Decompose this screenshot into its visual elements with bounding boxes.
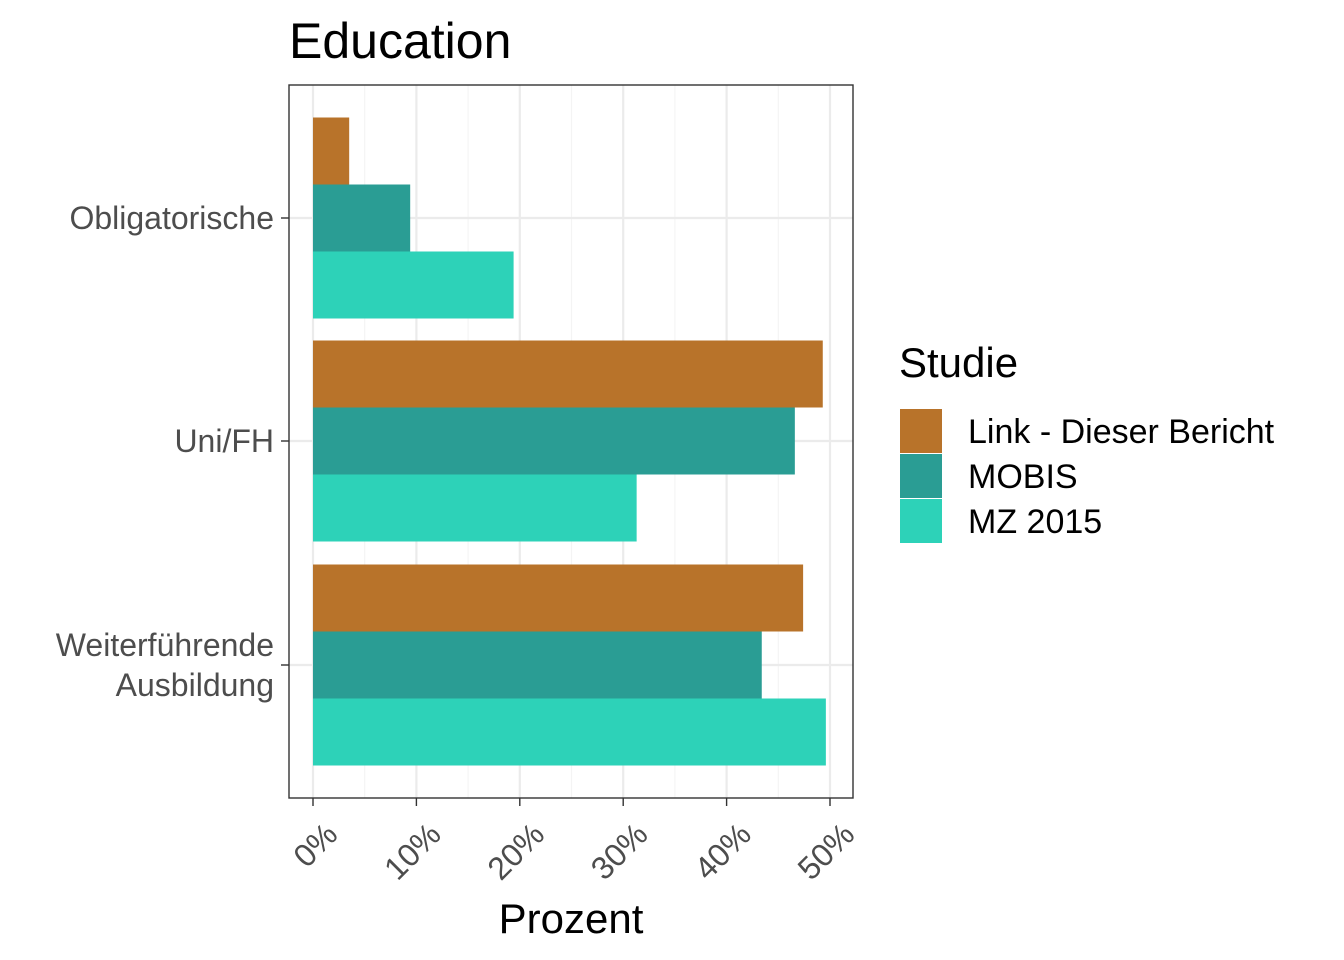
legend-label-1: Link - Dieser Bericht: [968, 413, 1275, 451]
y-tick-label: Uni/FH: [174, 423, 274, 459]
bar-3-2: [313, 474, 637, 542]
bar-2-2: [313, 407, 795, 475]
bar-2-3: [313, 631, 762, 699]
x-tick-label: 20%: [480, 816, 551, 887]
y-axis: Obligatorische Uni/FH Weiterführende Ausbil…: [56, 200, 289, 703]
legend-label-3: MZ 2015: [968, 503, 1102, 541]
x-axis-title: Prozent: [499, 895, 644, 942]
legend-key-2: [900, 454, 942, 498]
bar-1-1: [313, 117, 350, 185]
legend-key-3: [900, 499, 942, 543]
y-tick-label-line: Ausbildung: [116, 667, 274, 703]
bars: [313, 117, 826, 766]
x-tick-label: 40%: [687, 816, 758, 887]
legend-label-2: MOBIS: [968, 458, 1078, 496]
chart-title: Education: [289, 13, 511, 69]
y-tick-label: Obligatorische: [69, 200, 274, 236]
legend: Studie Link - Dieser Bericht MOBIS MZ 2015: [899, 339, 1275, 543]
bar-1-2: [313, 340, 823, 408]
y-tick-label: Weiterführende Ausbildung: [56, 627, 274, 703]
x-tick-label: 50%: [791, 816, 862, 887]
x-tick-label: 30%: [584, 816, 655, 887]
bar-1-3: [313, 564, 804, 632]
y-tick-label-line: Obligatorische: [69, 200, 274, 236]
legend-title: Studie: [899, 339, 1018, 386]
y-tick-label-line: Uni/FH: [174, 423, 274, 459]
x-tick-label: 10%: [377, 816, 448, 887]
bar-3-1: [313, 251, 514, 319]
legend-key-1: [900, 409, 942, 453]
bar-3-3: [313, 698, 826, 766]
y-tick-label-line: Weiterführende: [56, 627, 274, 663]
x-axis: 0% 10% 20% 30% 40% 50%: [286, 798, 861, 887]
bar-2-1: [313, 184, 411, 252]
x-tick-label: 0%: [286, 816, 344, 874]
